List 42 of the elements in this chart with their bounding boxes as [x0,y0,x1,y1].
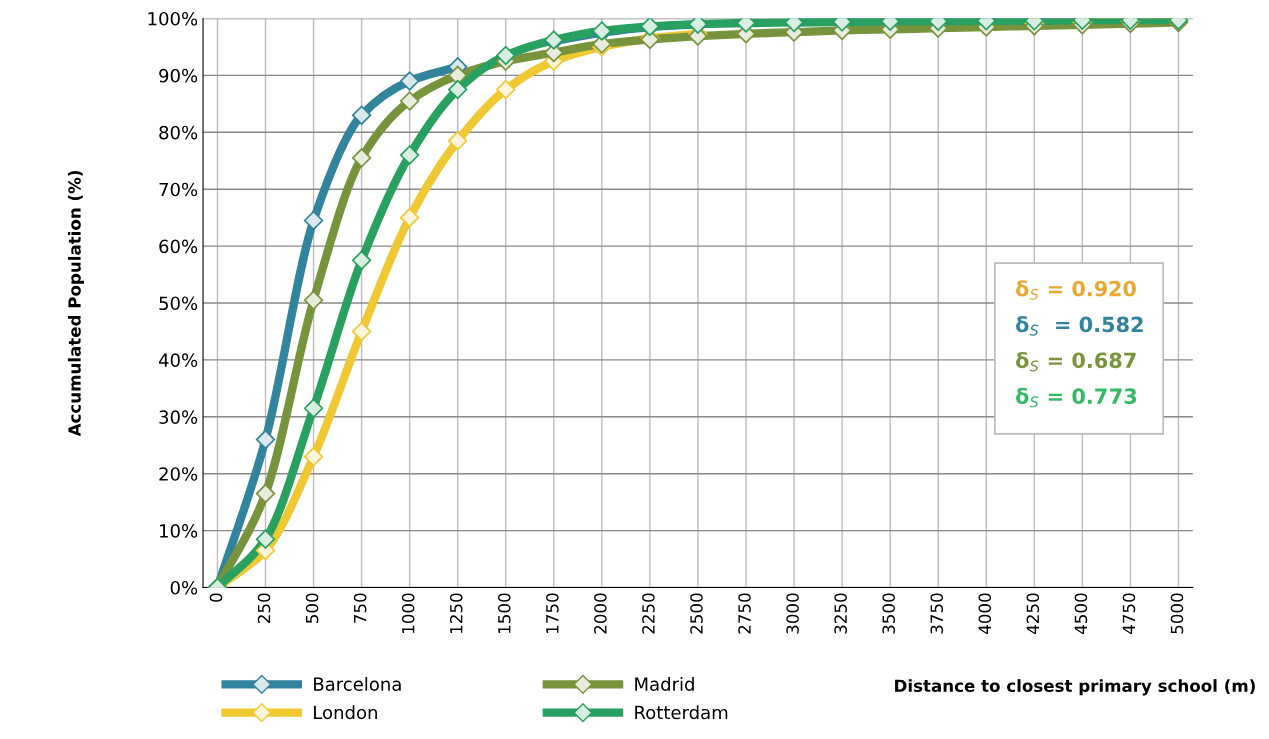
x-tick-label: 750 [353,593,367,623]
x-tick-label: 5000 [1170,593,1184,634]
legend-label: Madrid [635,676,694,691]
y-tick-label: 0% [170,580,198,595]
x-tick-label: 4750 [1122,593,1136,634]
x-tick-label: 1250 [449,593,463,633]
y-tick-label: 50% [159,296,198,311]
x-tick-label: 1000 [401,593,415,633]
y-tick-label: 80% [159,125,198,140]
x-tick-label: 4250 [1026,593,1040,634]
y-tick-label: 30% [159,410,198,424]
y-tick-label: 10% [160,524,198,538]
x-tick-label: 3250 [834,593,847,634]
x-tick-label: 250 [257,593,271,623]
y-tick-label: 60% [159,239,198,254]
y-tick-label: 20% [159,467,198,481]
x-tick-label: 2250 [642,593,655,634]
legend-label: Rotterdam [635,705,728,720]
legend-label: Barcelona [314,676,401,691]
x-tick-label: 0 [209,593,223,602]
y-tick-label: 100% [148,11,198,26]
x-tick-label: 4500 [1074,593,1088,634]
annotation: δ$_{S}$ = 0.773 [1015,387,1137,408]
x-tick-label: 3750 [930,593,944,634]
x-tick-label: 1750 [546,593,559,633]
x-tick-label: 3500 [882,593,895,634]
x-tick-label: 2000 [594,593,607,634]
x-axis-title: Distance to closest primary school (m) [895,679,1255,696]
y-tick-label: 70% [159,182,198,197]
y-tick-label: 90% [159,68,198,83]
x-tick-label: 4000 [978,593,992,634]
legend-label: London [314,705,377,720]
x-tick-label: 500 [305,593,319,623]
annotation: δ$_{S}$ = 0.687 [1015,351,1136,372]
y-tick-label: 40% [158,353,198,368]
x-tick-label: 2750 [738,593,751,634]
x-tick-label: 2500 [690,593,703,634]
text: δ$_{S}$ = 0.582 [1015,316,1143,336]
annotation: δ$_{S}$ = 0.920 [1015,280,1136,300]
y-axis-title: Accumulated Population (%) [67,170,85,437]
x-tick-label: 3000 [786,593,799,634]
x-tick-label: 1500 [497,593,511,633]
